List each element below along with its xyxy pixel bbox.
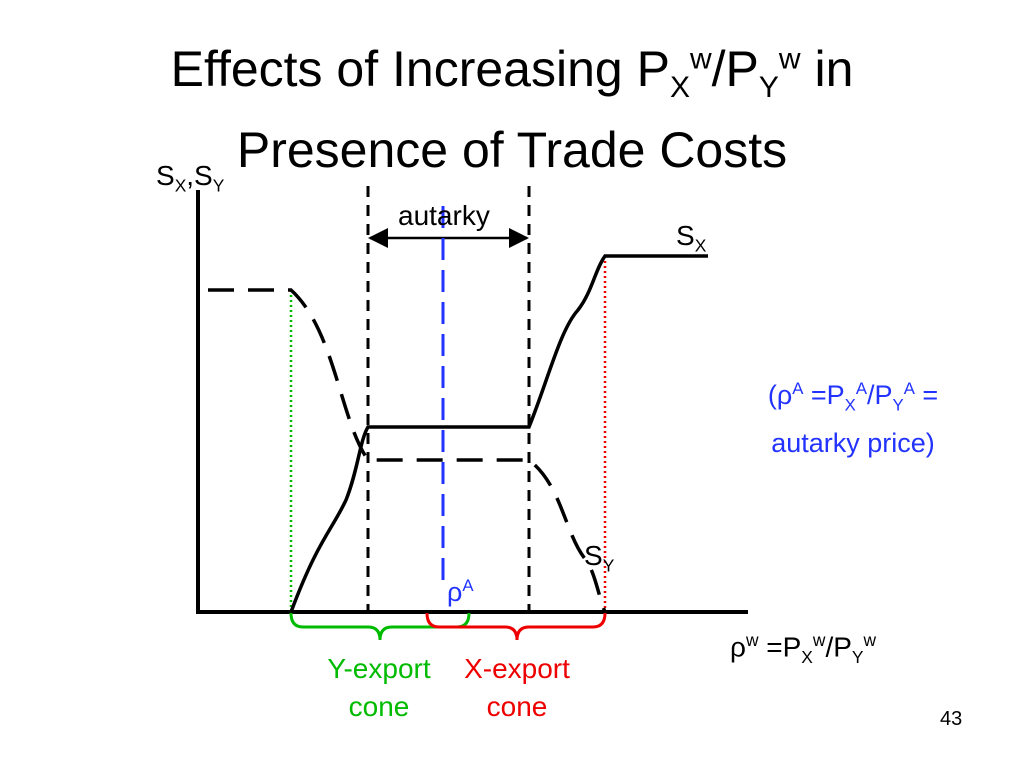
autarky-label: autarky: [398, 200, 490, 231]
note-line1: (ρA =PXA/PYA =: [767, 379, 939, 415]
title-line1: Effects of Increasing PXw/PYw in: [170, 40, 854, 104]
autarky-price-label: ρA: [447, 576, 474, 607]
autarky-price-note: (ρA =PXA/PYA = autarky price): [738, 370, 968, 462]
x-axis-label: ρw =PXw/PYw: [730, 630, 877, 667]
sx-curve-label: SX: [676, 220, 707, 256]
slide-title: Effects of Increasing PXw/PYw in Presenc…: [0, 28, 1024, 181]
y-axis-label: SX,SY: [156, 160, 225, 196]
x-export-cone-label: X-export cone: [464, 653, 570, 722]
sx-curve: [289, 254, 708, 613]
y-export-cone-label: Y-export cone: [327, 653, 431, 722]
note-line2: autarky price): [771, 428, 935, 459]
title-line2: Presence of Trade Costs: [236, 121, 788, 178]
slide-number: 43: [940, 708, 963, 730]
sy-curve: [208, 288, 607, 613]
sy-curve-label: SY: [584, 540, 615, 576]
x-export-cone-brace: [425, 612, 607, 641]
